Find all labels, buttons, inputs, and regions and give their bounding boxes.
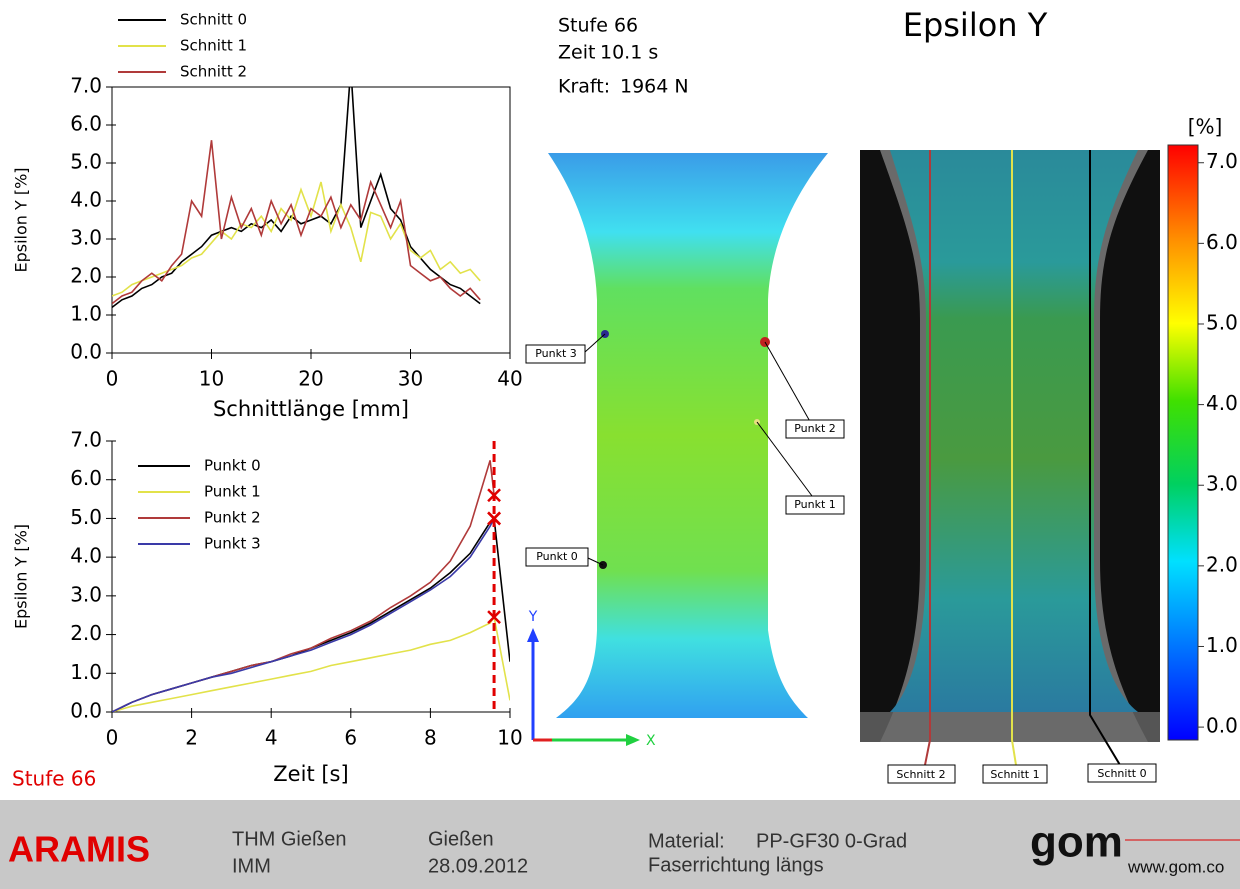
city: Gießen bbox=[428, 828, 494, 850]
cursor-marker bbox=[487, 488, 501, 503]
section-lines bbox=[887, 150, 1157, 784]
colorbar-tick-label: 7.0 bbox=[1206, 149, 1238, 173]
series-line bbox=[112, 615, 510, 712]
strain-overlay bbox=[890, 150, 1138, 712]
x-axis-title: Schnittlänge [mm] bbox=[213, 397, 409, 421]
force: 1964 N bbox=[620, 76, 689, 98]
cursor-marker bbox=[487, 610, 501, 625]
colorbar-unit: [%] bbox=[1188, 115, 1223, 139]
stage-note: Stufe 66 bbox=[12, 767, 96, 791]
plot: 0.0 1.0 2.0 3.0 4.0 5.0 6.0 7.0 0 2 4 6 8 10 Zeit [s] E… bbox=[12, 428, 523, 787]
x-tick-label: 30 bbox=[398, 367, 423, 391]
section-label: Schnitt 2 bbox=[896, 768, 945, 781]
y-tick-label: 4.0 bbox=[70, 188, 102, 212]
legend-label: Punkt 0 bbox=[204, 457, 261, 475]
axis-x-label: X bbox=[646, 733, 656, 749]
cursor-marker bbox=[487, 511, 501, 526]
x-tick-label: 4 bbox=[265, 726, 278, 750]
y-tick-label: 1.0 bbox=[70, 302, 102, 326]
legend-label: Schnitt 1 bbox=[180, 37, 247, 55]
legend-label: Punkt 1 bbox=[204, 483, 261, 501]
y-tick-label: 6.0 bbox=[70, 112, 102, 136]
y-tick-label: 5.0 bbox=[70, 150, 102, 174]
point-label: Punkt 0 bbox=[536, 550, 578, 563]
series-line bbox=[112, 181, 481, 297]
y-tick-label: 0.0 bbox=[70, 340, 102, 364]
org: THM Gießen bbox=[232, 828, 346, 850]
colorbar-tick-label: 4.0 bbox=[1206, 391, 1238, 415]
time: 10.1 s bbox=[600, 42, 658, 64]
colorbar-tick-label: 0.0 bbox=[1206, 714, 1238, 738]
colorbar-tick-label: 3.0 bbox=[1206, 472, 1238, 496]
x-tick-label: 20 bbox=[298, 367, 323, 391]
y-tick-label: 0.0 bbox=[70, 699, 102, 723]
y-tick-label: 5.0 bbox=[70, 505, 102, 529]
x-tick-label: 0 bbox=[106, 367, 119, 391]
x-tick-label: 2 bbox=[185, 726, 198, 750]
legend-label: Punkt 3 bbox=[204, 535, 261, 553]
x-tick-label: 10 bbox=[497, 726, 522, 750]
x-tick-label: 40 bbox=[497, 367, 522, 391]
plot: 0.0 1.0 2.0 3.0 4.0 5.0 6.0 7.0 0 10 20 30 40 Schnitt… bbox=[12, 11, 523, 422]
series-line bbox=[112, 516, 510, 712]
colorbar bbox=[1167, 144, 1199, 741]
url: www.gom.co bbox=[1127, 857, 1224, 876]
y-tick-label: 6.0 bbox=[70, 466, 102, 490]
material: PP-GF30 0-Grad bbox=[756, 830, 907, 852]
y-tick-label: 2.0 bbox=[70, 621, 102, 645]
dept: IMM bbox=[232, 855, 271, 877]
product: ARAMIS bbox=[8, 829, 150, 870]
y-tick-label: 1.0 bbox=[70, 660, 102, 684]
y-axis-title: Epsilon Y [%] bbox=[12, 167, 31, 272]
legend-label: Schnitt 0 bbox=[180, 11, 247, 29]
point-label: Punkt 1 bbox=[794, 498, 836, 511]
y-tick-label: 4.0 bbox=[70, 544, 102, 568]
y-tick-label: 7.0 bbox=[70, 428, 102, 452]
date: 28.09.2012 bbox=[428, 855, 528, 877]
point-label: Punkt 3 bbox=[535, 347, 577, 360]
series-group bbox=[112, 87, 481, 309]
colorbar-tick-label: 1.0 bbox=[1206, 633, 1238, 657]
colorbar-tick-label: 2.0 bbox=[1206, 552, 1238, 576]
section-label: Schnitt 1 bbox=[990, 768, 1039, 781]
footer bbox=[0, 800, 1240, 889]
x-tick-label: 0 bbox=[106, 726, 119, 750]
x-axis-title: Zeit [s] bbox=[273, 762, 348, 786]
legend-label: Schnitt 2 bbox=[180, 63, 247, 81]
series-line bbox=[112, 140, 481, 305]
force-label: Kraft: bbox=[558, 76, 610, 98]
stage: Stufe 66 bbox=[558, 15, 638, 37]
section-label: Schnitt 0 bbox=[1097, 767, 1146, 780]
strain-map bbox=[548, 153, 828, 718]
x-tick-label: 6 bbox=[344, 726, 357, 750]
legend-label: Punkt 2 bbox=[204, 509, 261, 527]
y-axis-title: Epsilon Y [%] bbox=[12, 524, 31, 629]
x-tick-label: 8 bbox=[424, 726, 437, 750]
logo: gom bbox=[1030, 818, 1123, 867]
colorbar-tick-label: 5.0 bbox=[1206, 310, 1238, 334]
title: Epsilon Y bbox=[903, 6, 1048, 44]
series-line bbox=[112, 518, 495, 712]
material-label: Material: bbox=[648, 830, 725, 852]
point-markers bbox=[525, 330, 845, 569]
y-tick-label: 2.0 bbox=[70, 264, 102, 288]
time-label: Zeit bbox=[558, 42, 595, 64]
fiber: Faserrichtung längs bbox=[648, 854, 824, 876]
y-tick-label: 3.0 bbox=[70, 226, 102, 250]
y-tick-label: 3.0 bbox=[70, 582, 102, 606]
x-tick-label: 10 bbox=[199, 367, 224, 391]
y-tick-label: 7.0 bbox=[70, 74, 102, 98]
point-label: Punkt 2 bbox=[794, 422, 836, 435]
axis-y-label: Y bbox=[528, 609, 538, 625]
coordinate-axes bbox=[527, 628, 640, 746]
colorbar-tick-label: 6.0 bbox=[1206, 230, 1238, 254]
series-group bbox=[112, 460, 510, 712]
